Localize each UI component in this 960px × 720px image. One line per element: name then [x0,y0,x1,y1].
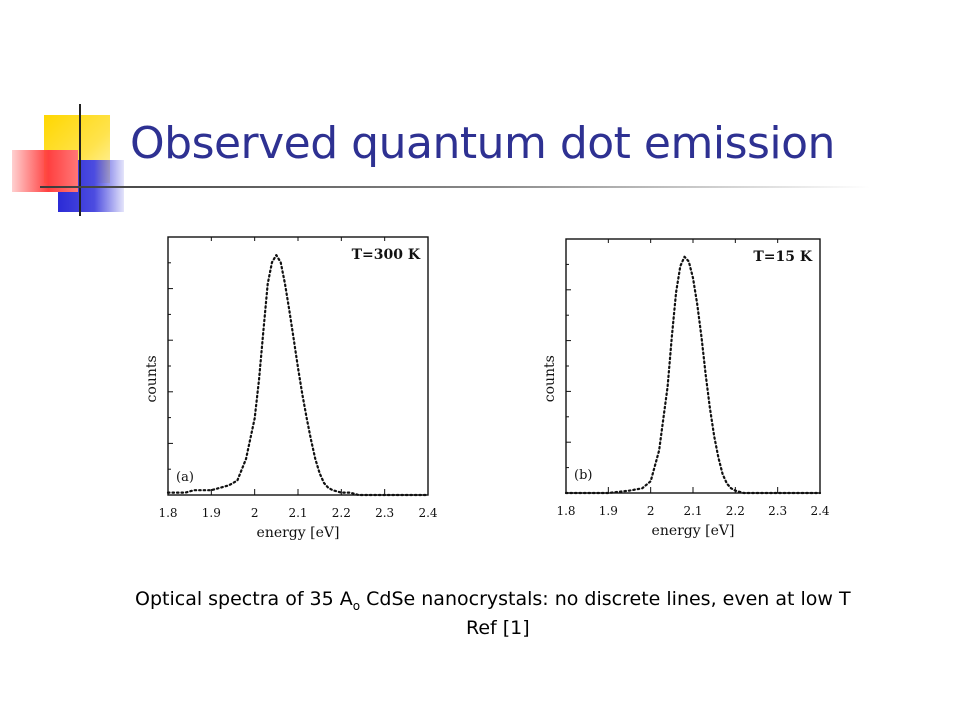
chart-a-x-tick-label: 1.9 [202,506,221,520]
chart-a-x-axis-label: energy [eV] [257,525,340,541]
chart-a-y-axis-label: counts [144,355,160,402]
deco-vertical-line [79,104,81,216]
chart-b-15K: 1.8 1.9 2 2.1 2.2 2.3 2.4 energy [eV] counts T=15… [542,238,830,539]
caption-text-2: CdSe nanocrystals: no discrete lines, ev… [360,588,851,610]
chart-b-x-tick-label: 1.8 [556,504,575,518]
reference-text: Ref [1] [466,617,530,639]
chart-b-y-axis-label: counts [542,355,558,402]
chart-b-x-tick-label: 2.2 [726,504,745,518]
chart-a-temperature-label: T=300 K [352,247,421,263]
chart-b-x-tick-label: 1.9 [599,504,618,518]
chart-a-panel-label: (a) [176,470,194,485]
slide-title: Observed quantum dot emission [130,118,835,169]
chart-a-x-tick-label: 1.8 [158,506,177,520]
chart-a-series-0-line [166,254,430,497]
chart-a-300K: 1.8 1.9 2 2.1 2.2 2.3 2.4 energy [eV] counts T=30… [144,236,438,541]
chart-b-panel-label: (b) [574,468,592,483]
chart-a-x-tick-label: 2 [251,506,259,520]
chart-b-x-axis-label: energy [eV] [652,523,735,539]
caption-text-1: Optical spectra of 35 A [135,588,353,610]
caption-subscript: o [352,598,361,613]
title-underline [40,186,870,188]
chart-b-x-tick-label: 2.1 [683,504,702,518]
chart-a-x-tick-label: 2.3 [375,506,394,520]
chart-b-x-tick-label: 2 [647,504,655,518]
deco-red-bar [12,150,78,192]
chart-b-x-tick-label: 2.4 [810,504,829,518]
chart-a-x-tick-label: 2.2 [332,506,351,520]
figure-caption: Optical spectra of 35 Ao CdSe nanocrysta… [135,588,960,613]
chart-a-x-tick-label: 2.1 [288,506,307,520]
chart-b-x-tick-label: 2.3 [768,504,787,518]
chart-b-series-0-line [564,255,822,495]
chart-b-temperature-label: T=15 K [753,249,813,265]
chart-a-x-tick-label: 2.4 [418,506,437,520]
